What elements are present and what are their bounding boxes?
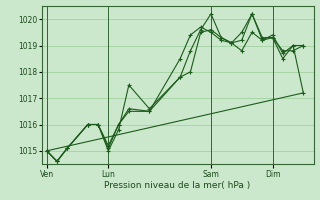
X-axis label: Pression niveau de la mer( hPa ): Pression niveau de la mer( hPa ) — [104, 181, 251, 190]
